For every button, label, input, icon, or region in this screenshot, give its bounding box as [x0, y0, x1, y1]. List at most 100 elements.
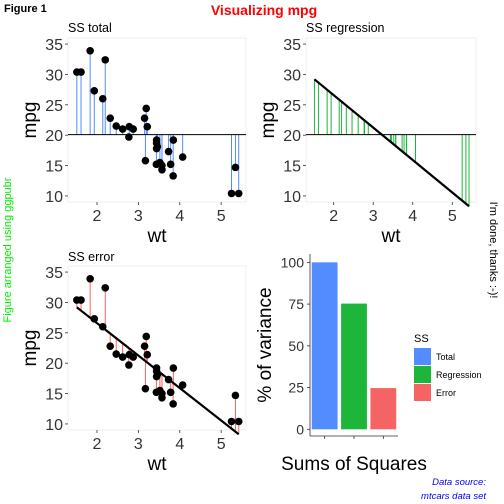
data-point	[152, 364, 161, 372]
ss-total-panel: SS total 10 15 20 25 30 35 2 3 4 5 wt mpg	[20, 21, 247, 247]
y-tick-label: 10	[45, 189, 63, 206]
data-point	[98, 322, 107, 331]
y-tick-label: 0	[296, 421, 304, 437]
data-point	[140, 114, 149, 122]
bar-regression	[341, 303, 367, 430]
data-point	[125, 133, 133, 141]
y-tick-label: 35	[45, 265, 63, 282]
data-point	[98, 94, 107, 103]
data-point	[142, 104, 151, 113]
figure-tag: Figure 1	[4, 3, 47, 15]
data-point	[140, 342, 149, 350]
x-axis-label: wt	[147, 226, 168, 247]
y-tick-label: 25	[288, 380, 304, 396]
data-point	[227, 417, 236, 426]
data-point	[234, 189, 243, 198]
data-point	[152, 136, 161, 144]
caption-line-1: Data source:	[432, 477, 486, 488]
plot-area	[67, 265, 247, 431]
legend-swatch-error	[414, 384, 431, 401]
legend-entry-error: Error	[436, 388, 456, 398]
data-point	[231, 163, 240, 172]
x-tick-label: 4	[175, 436, 184, 453]
data-point	[106, 342, 115, 350]
y-tick-label: 30	[45, 67, 63, 84]
x-tick-label: 2	[329, 208, 338, 225]
figure-left-label: Figure arranged using ggpubr	[2, 177, 14, 322]
data-point	[101, 284, 110, 292]
data-point	[101, 56, 110, 64]
x-tick-label: 2	[93, 208, 102, 225]
y-tick-label: 25	[283, 98, 301, 115]
data-point	[118, 125, 127, 133]
data-point	[169, 136, 178, 144]
y-axis-label: mpg	[258, 102, 279, 139]
data-point	[178, 153, 187, 161]
data-point	[73, 296, 81, 304]
data-point	[90, 87, 99, 95]
ss-regression-panel: SS regression 10 15 20 25 30 35 2 3 4 5 wt mpg	[258, 21, 477, 247]
y-tick-label: 30	[45, 295, 63, 312]
caption-line-2: mtcars data set	[421, 491, 486, 502]
y-tick-label: 75	[288, 296, 304, 312]
y-tick-label: 20	[45, 128, 63, 145]
y-tick-label: 20	[45, 356, 63, 373]
data-point	[164, 375, 173, 384]
y-tick-label: 25	[45, 326, 63, 343]
data-point	[158, 389, 166, 398]
plot-area	[305, 37, 477, 203]
data-point	[231, 391, 240, 400]
data-point	[125, 361, 133, 369]
data-point	[141, 156, 150, 165]
y-tick-label: 15	[45, 159, 63, 176]
y-tick-label: 20	[283, 128, 301, 145]
data-point	[143, 122, 152, 131]
legend-entry-total: Total	[436, 352, 455, 362]
data-point	[86, 46, 94, 55]
x-tick-label: 3	[134, 208, 143, 225]
data-point	[90, 315, 99, 323]
y-axis-label: mpg	[20, 102, 41, 139]
data-point	[142, 332, 151, 341]
x-tick-label: 2	[93, 436, 102, 453]
bar-total	[311, 262, 338, 430]
y-tick-label: 15	[283, 159, 301, 176]
x-axis-label: Sums of Squares	[281, 454, 427, 475]
bar-error	[370, 388, 397, 430]
panel-title: SS total	[68, 21, 112, 35]
data-point	[125, 122, 134, 131]
data-point	[164, 147, 173, 156]
data-point	[178, 381, 187, 389]
y-axis-label: % of variance	[255, 287, 276, 402]
data-point	[158, 161, 166, 170]
data-point	[143, 350, 152, 359]
x-axis-label: wt	[381, 226, 402, 247]
data-point	[112, 350, 121, 358]
data-point	[86, 274, 94, 283]
y-tick-label: 35	[45, 37, 63, 54]
data-point	[118, 353, 127, 361]
figure-right-label: I'm done, thanks :-)!	[487, 202, 499, 299]
y-tick-label: 30	[283, 67, 301, 84]
data-point	[152, 144, 161, 153]
data-point	[169, 364, 178, 372]
y-tick-label: 100	[281, 254, 305, 270]
legend-swatch-regression	[414, 366, 431, 383]
x-tick-label: 5	[217, 208, 226, 225]
x-tick-label: 3	[369, 208, 378, 225]
y-tick-label: 10	[45, 417, 63, 434]
data-point	[169, 400, 177, 408]
x-tick-label: 4	[408, 208, 417, 225]
figure-title: Visualizing mpg	[211, 2, 317, 18]
y-axis-label: mpg	[20, 330, 41, 367]
legend-entry-regression: Regression	[436, 370, 482, 380]
x-tick-label: 5	[217, 436, 226, 453]
y-tick-label: 10	[283, 189, 301, 206]
legend-title: SS	[414, 333, 429, 345]
data-point	[152, 372, 161, 381]
y-tick-label: 15	[45, 387, 63, 404]
data-point	[166, 388, 175, 397]
legend-swatch-total	[414, 348, 431, 365]
x-tick-label: 4	[175, 208, 184, 225]
